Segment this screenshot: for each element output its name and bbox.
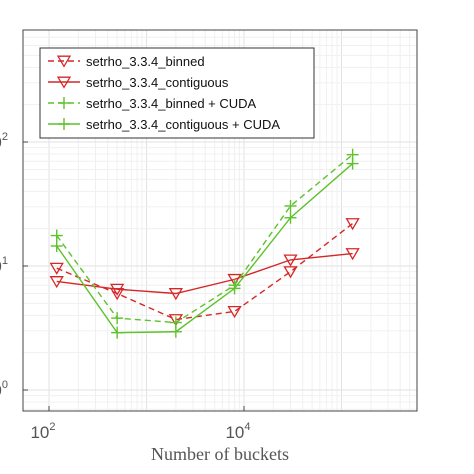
data-point: [49, 262, 64, 275]
data-point: [111, 312, 124, 325]
data-point: [283, 266, 298, 279]
series-line: [56, 163, 354, 334]
legend-box: [39, 47, 315, 139]
x-tick-exponent: 4: [244, 421, 250, 433]
data-point: [110, 283, 125, 296]
x-tick-label: 102: [30, 421, 55, 442]
data-point: [168, 288, 183, 301]
y-tick-exponent: 1: [2, 255, 8, 267]
legend-marker: [56, 55, 72, 68]
legend-entry-1: setrho_3.3.4_contiguous: [48, 75, 229, 90]
data-point: [227, 273, 242, 287]
legend-entry-2: setrho_3.3.4_binned + CUDA: [48, 96, 257, 111]
y-tick-label: 00: [0, 379, 8, 400]
legend-label: setrho_3.3.4_binned: [86, 54, 205, 69]
data-point: [284, 199, 297, 212]
data-point: [227, 305, 242, 319]
legend-marker: [58, 118, 70, 130]
legend-entry-0: setrho_3.3.4_binned: [48, 54, 205, 69]
data-point: [345, 248, 360, 261]
tick-labels: 102104020100: [0, 131, 251, 442]
legend-label: setrho_3.3.4_contiguous: [86, 75, 229, 90]
data-point: [49, 276, 64, 289]
data-point: [284, 211, 297, 224]
y-tick-label: 01: [0, 255, 8, 276]
legend-label: setrho_3.3.4_binned + CUDA: [86, 96, 257, 111]
series-3: [50, 157, 359, 339]
x-axis-label: Number of buckets: [151, 444, 289, 464]
data-point: [50, 229, 63, 242]
data-point: [169, 325, 182, 338]
x-tick-label: 104: [225, 421, 250, 442]
data-point: [345, 218, 360, 231]
legend-marker: [58, 97, 70, 109]
data-point: [283, 254, 298, 267]
data-point: [346, 157, 359, 170]
data-point: [111, 326, 124, 339]
series-1: [49, 248, 360, 301]
y-tick-label: 02: [0, 131, 8, 152]
series-line: [56, 154, 354, 324]
y-tick-exponent: 0: [2, 379, 8, 391]
legend: setrho_3.3.4_binned setrho_3.3.4_contiguo…: [39, 47, 315, 139]
axes-box: [22, 29, 418, 412]
legend-marker: [56, 76, 72, 89]
series-line: [56, 222, 354, 321]
data-point: [50, 239, 63, 252]
y-tick-exponent: 2: [2, 131, 8, 143]
series-group: [49, 148, 360, 339]
axes: [22, 29, 418, 412]
legend-entry-3: setrho_3.3.4_contiguous + CUDA: [48, 117, 280, 132]
x-tick-exponent: 2: [49, 421, 55, 433]
legend-label: setrho_3.3.4_contiguous + CUDA: [86, 117, 280, 132]
series-line: [56, 252, 353, 295]
data-point: [228, 282, 241, 295]
